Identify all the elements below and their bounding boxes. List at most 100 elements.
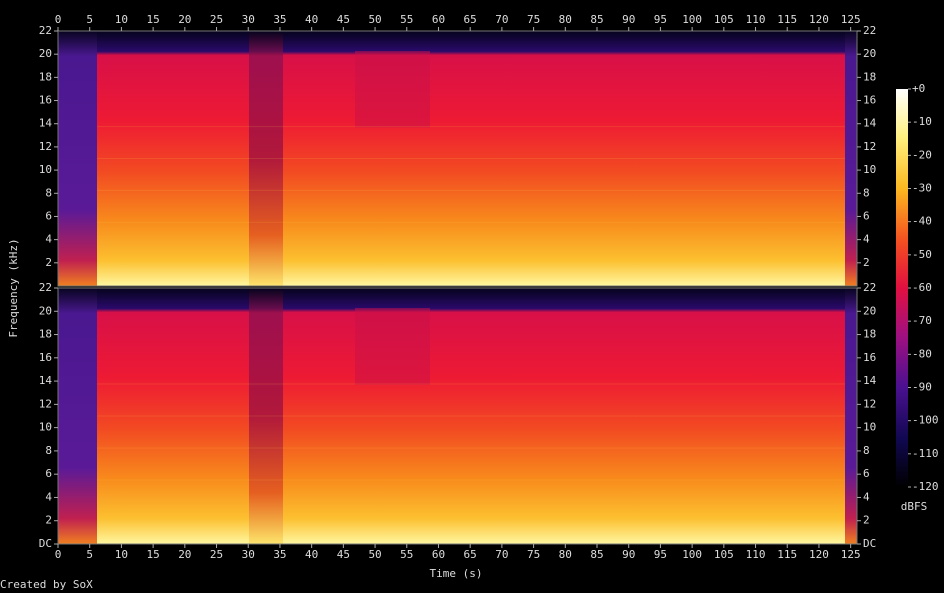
colorbar-tick-label: -70 [912,314,932,327]
x-tick-label-top: 5 [86,13,93,26]
y-tick-label-right: 16 [863,351,876,364]
y-tick-label-right: 22 [863,24,876,37]
y-tick-label: DC [39,537,52,550]
x-tick-label: 40 [305,548,318,561]
spectrum-outro [845,288,857,544]
y-tick-label: 2 [45,514,52,527]
x-tick-label: 95 [654,548,667,561]
x-tick-label: 5 [86,548,93,561]
y-tick-label: 4 [45,490,52,503]
x-tick-label: 30 [242,548,255,561]
y-tick-label: 6 [45,467,52,480]
x-tick-label: 125 [841,548,861,561]
y-tick-label-right: 4 [863,233,870,246]
y-tick-label: 14 [39,374,53,387]
y-tick-label: 22 [39,24,52,37]
x-tick-label: 10 [115,548,128,561]
colorbar-label: dBFS [901,500,928,513]
colorbar-tick-label: -60 [912,281,932,294]
y-tick-label-right: 14 [863,117,877,130]
x-tick-label: 0 [55,548,62,561]
footer: Created by SoX [0,578,93,591]
x-tick-label: 90 [622,548,635,561]
y-tick-label-right: 2 [863,514,870,527]
x-tick-label-top: 110 [746,13,766,26]
y-tick-label: 22 [39,281,52,294]
x-tick-label: 75 [527,548,540,561]
y-tick-label-right: 10 [863,421,876,434]
y-tick-label-right: 2 [863,256,870,269]
x-tick-label-top: 35 [273,13,286,26]
y-tick-label-right: 22 [863,281,876,294]
spectrum-outro [845,31,857,286]
x-axis-label: Time (s) [430,567,483,580]
x-tick-label-top: 105 [714,13,734,26]
x-tick-label-top: 70 [495,13,508,26]
x-tick-label-top: 50 [368,13,381,26]
y-tick-label: 20 [39,304,52,317]
x-tick-label: 120 [809,548,829,561]
x-tick-label: 80 [559,548,572,561]
colorbar-tick-label: -110 [912,447,939,460]
y-tick-label-right: 16 [863,94,876,107]
x-tick-label: 70 [495,548,508,561]
colorbar-tick-label: +0 [912,82,925,95]
x-tick-label: 105 [714,548,734,561]
colorbar-tick-label: -10 [912,115,932,128]
colorbar-tick-label: -40 [912,215,932,228]
x-tick-label: 45 [337,548,350,561]
x-tick-label: 65 [464,548,477,561]
plot-frame [57,287,858,545]
x-tick-label: 110 [746,548,766,561]
x-tick-label-top: 90 [622,13,635,26]
x-tick-label-top: 40 [305,13,318,26]
x-tick-label-top: 30 [242,13,255,26]
y-tick-label: 12 [39,140,52,153]
x-tick-label: 15 [146,548,159,561]
colorbar-tick-label: -90 [912,381,932,394]
y-tick-label: 18 [39,328,52,341]
y-tick-label-right: 20 [863,304,876,317]
y-tick-label: 8 [45,186,52,199]
y-tick-label: 14 [39,117,53,130]
x-tick-label-top: 45 [337,13,350,26]
x-tick-label-top: 125 [841,13,861,26]
x-tick-label: 25 [210,548,223,561]
y-tick-label-right: 10 [863,163,876,176]
colorbar-tick-label: -80 [912,347,932,360]
spectrum-body [58,31,857,286]
spectrum-dip [249,288,283,544]
x-tick-label: 85 [590,548,603,561]
x-tick-label-top: 100 [682,13,702,26]
colorbar-tick-label: -50 [912,248,932,261]
x-tick-label-top: 80 [559,13,572,26]
y-tick-label-right: DC [863,537,876,550]
y-tick-label-right: 20 [863,47,876,60]
x-tick-label-top: 25 [210,13,223,26]
y-tick-label: 18 [39,70,52,83]
x-tick-label-top: 65 [464,13,477,26]
x-tick-label: 55 [400,548,413,561]
y-tick-label: 20 [39,47,52,60]
y-axis-label: Frequency (kHz) [7,238,20,337]
y-tick-label-right: 14 [863,374,877,387]
y-tick-label: 16 [39,351,52,364]
spectrum-intro [58,31,97,286]
x-tick-label-top: 60 [432,13,445,26]
x-tick-label-top: 120 [809,13,829,26]
colorbar [896,89,908,487]
spectrum-intro [58,288,97,544]
colorbar-tick-label: -100 [912,414,939,427]
x-tick-label: 35 [273,548,286,561]
y-tick-label-right: 18 [863,328,876,341]
colorbar-tick-label: -20 [912,148,932,161]
x-tick-label-top: 55 [400,13,413,26]
y-tick-label: 2 [45,256,52,269]
plot-frame [57,30,858,287]
y-tick-label-right: 12 [863,397,876,410]
spectrum-quiet [355,51,430,128]
y-tick-label-right: 8 [863,186,870,199]
x-tick-label-top: 95 [654,13,667,26]
y-tick-label-right: 8 [863,444,870,457]
